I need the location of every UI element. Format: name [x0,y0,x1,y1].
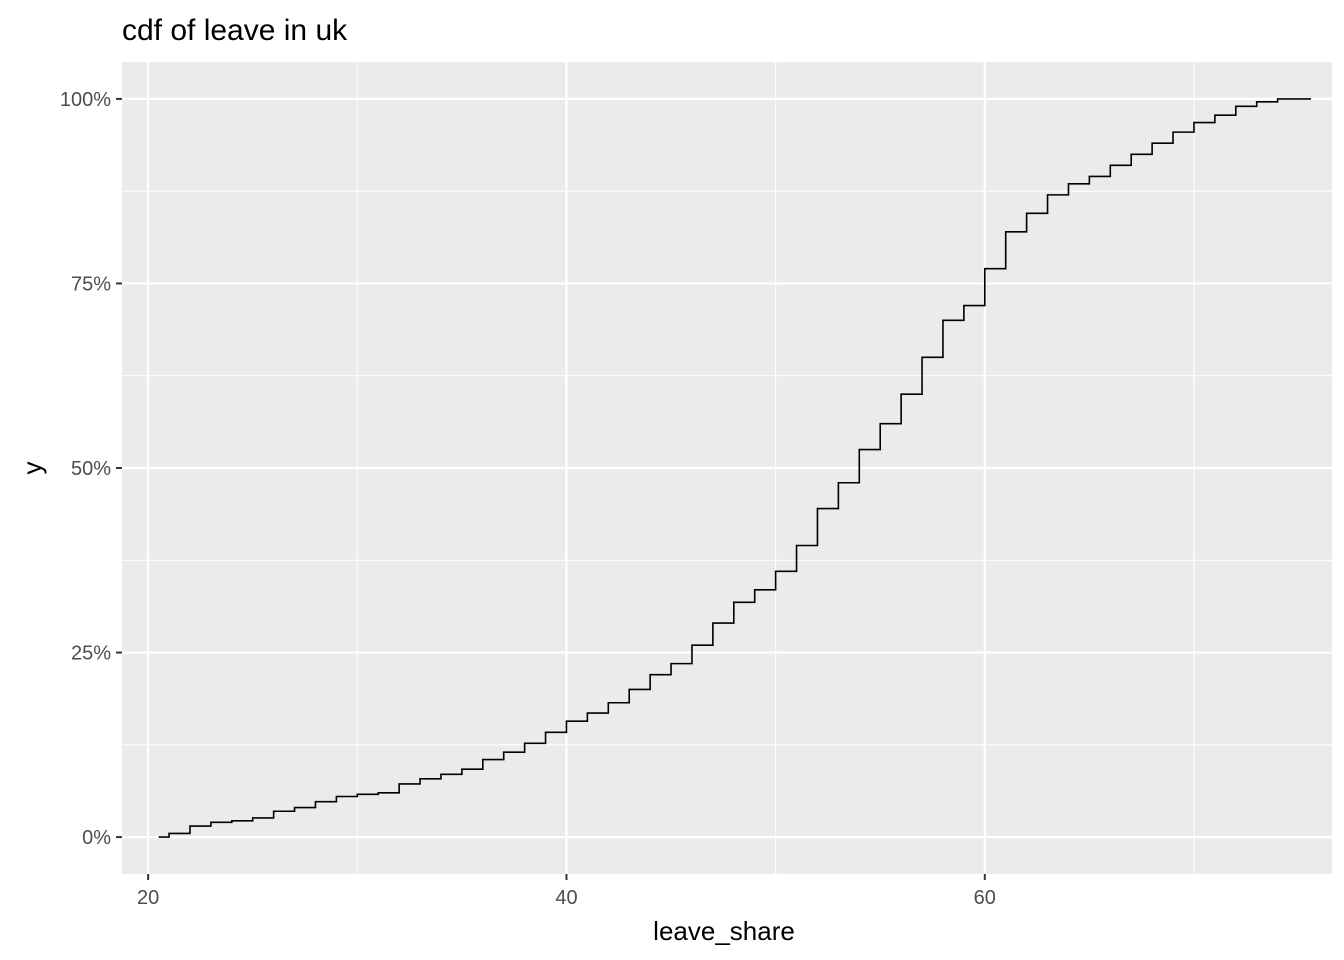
y-tick-label: 25% [71,643,111,665]
major-gridlines [122,62,1332,874]
x-tick-label: 20 [137,887,159,909]
y-axis-title: y [17,462,47,475]
y-tick-label: 0% [82,827,111,849]
cdf-step-line [158,98,1312,838]
y-axis: 0% 25% 50% 75% 100% [60,89,122,849]
y-tick-label: 50% [71,458,111,480]
y-tick-label: 100% [60,89,111,111]
x-tick-label: 60 [974,887,996,909]
x-axis: 20 40 60 [137,874,996,909]
series-layer [158,98,1312,838]
x-tick-label: 40 [555,887,577,909]
chart-title: cdf of leave in uk [122,14,348,47]
y-tick-label: 75% [71,273,111,295]
x-axis-title: leave_share [653,916,795,946]
